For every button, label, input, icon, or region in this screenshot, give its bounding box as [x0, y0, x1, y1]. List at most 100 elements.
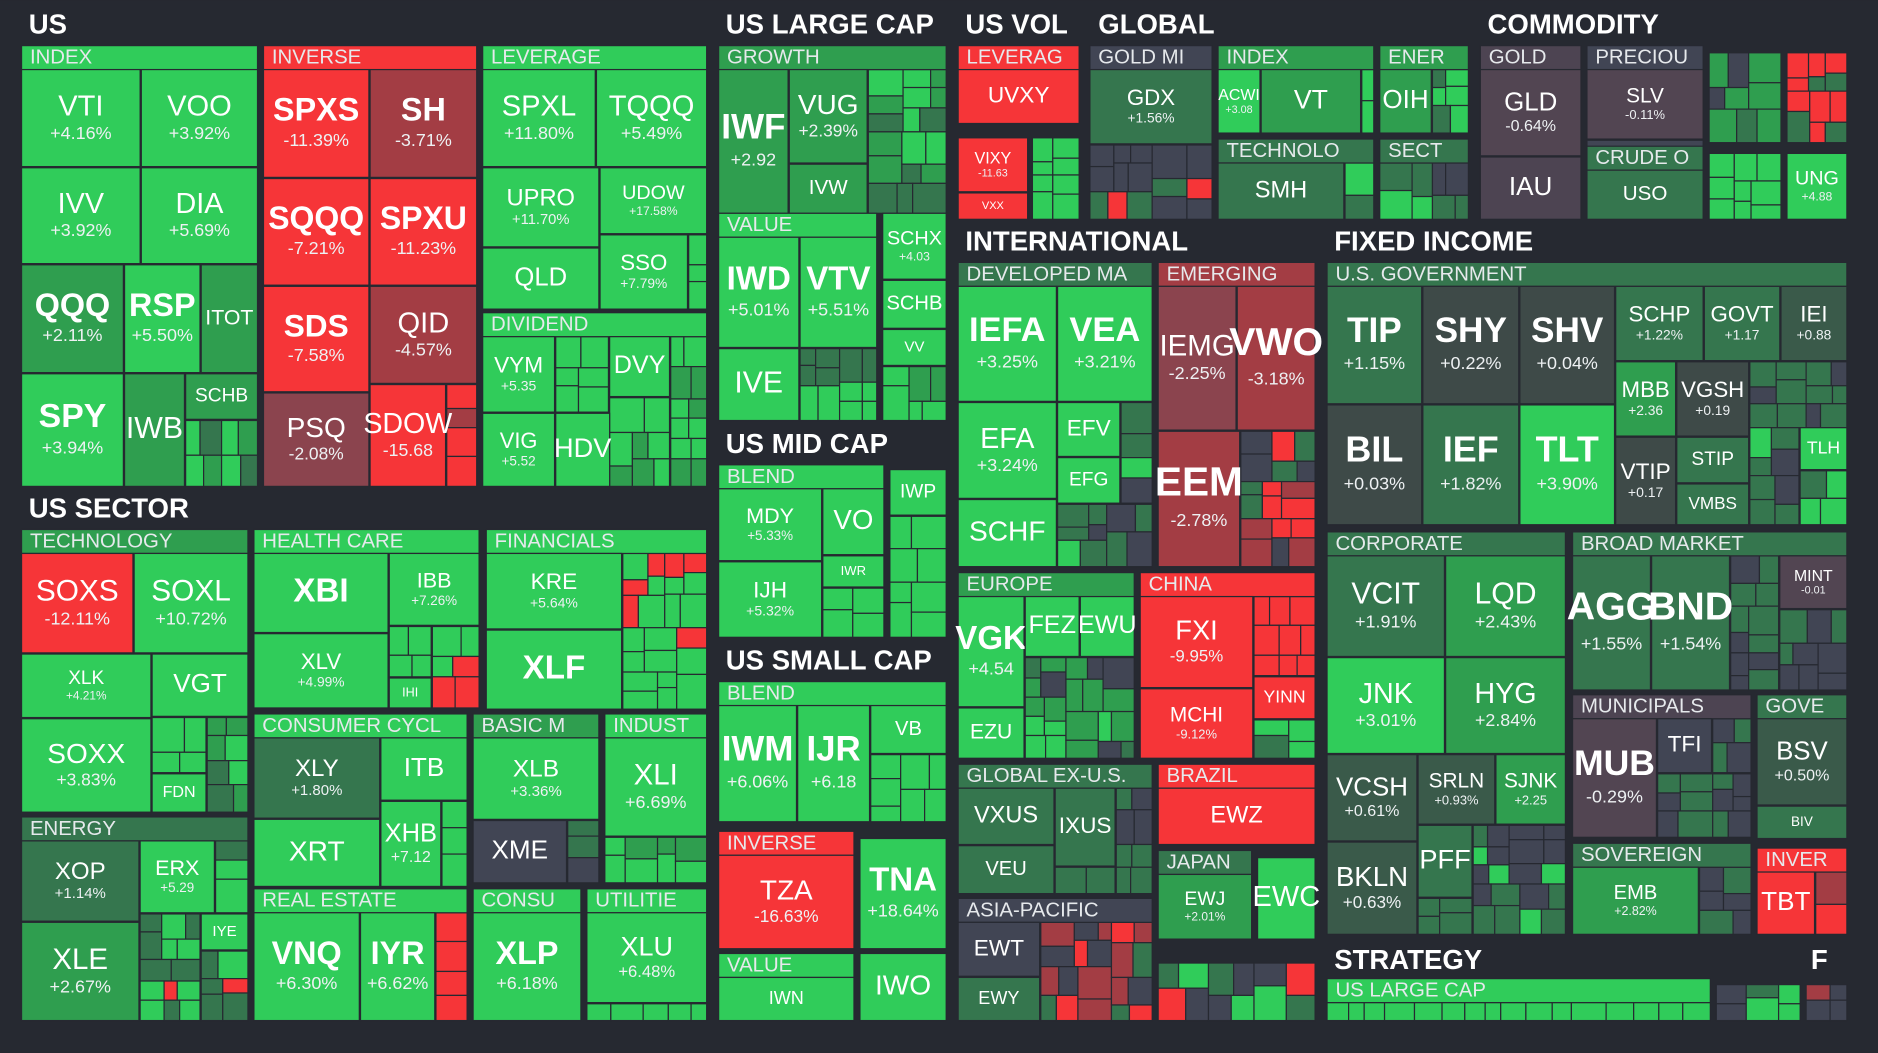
- change: +0.61%: [1345, 802, 1400, 820]
- tile: [1056, 285, 1153, 402]
- tile: [176, 938, 201, 961]
- tile: [1733, 180, 1752, 202]
- tile: [555, 385, 580, 413]
- ticker: TFI: [1668, 732, 1702, 757]
- tile: [925, 131, 947, 165]
- tile: [688, 398, 708, 419]
- ticker: VTI: [58, 91, 103, 123]
- tile: [1676, 361, 1750, 437]
- tile: [1151, 177, 1188, 198]
- tile: [220, 419, 239, 456]
- tile: [674, 836, 708, 862]
- tile: [1774, 474, 1800, 505]
- ticker: BIV: [1791, 814, 1813, 829]
- tile: [1240, 538, 1273, 568]
- change: +1.91%: [1355, 611, 1416, 631]
- tile: [1748, 605, 1780, 636]
- change: +5.35: [501, 378, 537, 394]
- tile: [604, 836, 626, 856]
- group-title: US LARGE CAP: [1335, 980, 1485, 1002]
- change: -0.01: [1801, 585, 1826, 597]
- group-title: DIVIDEND: [491, 314, 588, 336]
- tile: [1809, 121, 1826, 144]
- tile: [446, 383, 478, 410]
- ticker: FDN: [163, 783, 196, 801]
- tile: [1749, 474, 1776, 501]
- tile: [555, 412, 611, 487]
- tile: [670, 458, 692, 487]
- ticker: SCHX: [887, 228, 942, 250]
- tile: [1115, 809, 1135, 846]
- tile: [1657, 773, 1681, 794]
- change: -2.25%: [1169, 363, 1226, 383]
- ticker: FEZ: [1028, 611, 1075, 639]
- group-title: INVERSE: [272, 47, 361, 69]
- tile: [586, 1003, 612, 1022]
- group-header: [957, 897, 1153, 923]
- group-title: MUNICIPALS: [1581, 696, 1704, 718]
- tile: [609, 465, 633, 487]
- tile: [1749, 498, 1776, 526]
- tile: [1271, 537, 1290, 568]
- tile: [1479, 68, 1582, 157]
- ticker: XLY: [295, 755, 339, 782]
- tile: [1756, 108, 1782, 144]
- change: +11.70%: [512, 212, 569, 228]
- ticker: EWT: [974, 935, 1024, 960]
- tile: [1417, 897, 1441, 917]
- change: +6.62%: [367, 973, 428, 993]
- group-title: CRUDE O: [1595, 147, 1689, 169]
- tile: [930, 68, 947, 89]
- tile: [388, 677, 432, 709]
- tile: [232, 784, 249, 813]
- tile: [1110, 942, 1134, 979]
- ticker: SCHB: [195, 386, 248, 407]
- tile: [1344, 162, 1375, 196]
- tile: [609, 431, 633, 467]
- ticker: VYM: [494, 352, 543, 377]
- tile: [1431, 104, 1452, 134]
- tile: [1079, 539, 1108, 568]
- change: +18.64%: [867, 901, 938, 921]
- ticker: SJNK: [1504, 770, 1557, 793]
- tile: [622, 552, 649, 581]
- tile: [435, 912, 468, 943]
- tile: [206, 716, 227, 737]
- ticker: SPXL: [502, 91, 576, 123]
- group-title: INDUST: [613, 715, 689, 737]
- ticker: UVXY: [988, 83, 1050, 108]
- tile: [1780, 285, 1848, 362]
- change: +0.04%: [1537, 353, 1598, 373]
- ticker: IJH: [753, 578, 787, 603]
- tile: [1058, 966, 1079, 996]
- ticker: GDX: [1127, 85, 1175, 110]
- tile: [1799, 470, 1828, 499]
- tile: [1712, 810, 1729, 838]
- ticker: ITOT: [205, 305, 253, 329]
- tile: [1733, 152, 1758, 182]
- tile: [1824, 72, 1848, 92]
- group-title: GOLD MI: [1098, 47, 1184, 69]
- ticker: SPY: [39, 397, 107, 435]
- tile: [567, 819, 600, 837]
- tile: [1615, 285, 1704, 362]
- tile: [1079, 595, 1135, 658]
- change: -7.21%: [288, 238, 345, 258]
- tile: [889, 581, 913, 604]
- tile: [1285, 994, 1316, 1022]
- change: +6.18%: [496, 973, 557, 993]
- tile: [1113, 162, 1129, 193]
- tile: [1831, 385, 1848, 405]
- tile: [599, 167, 708, 235]
- ticker: IEI: [1800, 302, 1827, 327]
- tile: [1077, 966, 1113, 1000]
- ticker: SSO: [620, 250, 667, 275]
- tile: [1776, 403, 1807, 429]
- ticker: EEM: [1155, 458, 1243, 504]
- tile: [163, 999, 181, 1022]
- tile: [140, 167, 259, 265]
- ticker: UPRO: [507, 185, 575, 211]
- tile: [861, 381, 878, 402]
- group-title: ASIA-PACIFIC: [967, 899, 1099, 921]
- tile: [1472, 883, 1492, 907]
